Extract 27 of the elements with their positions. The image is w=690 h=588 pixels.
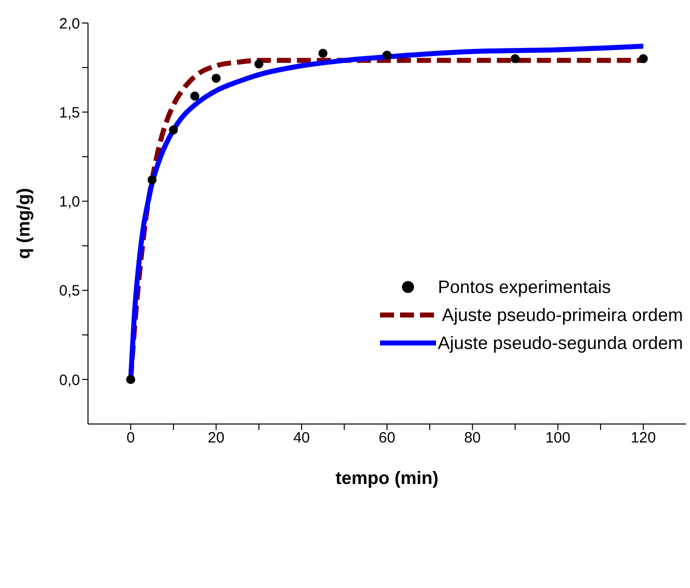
- y-tick-label: 1,0: [59, 194, 80, 211]
- x-tick-label: 100: [545, 430, 570, 447]
- x-axis-title: tempo (min): [336, 468, 438, 488]
- x-tick-label: 120: [630, 430, 656, 447]
- x-tick-label: 40: [293, 430, 310, 447]
- point: [190, 92, 200, 101]
- point: [148, 175, 157, 184]
- y-axis-title: q (mg/g): [13, 188, 34, 259]
- point: [212, 74, 221, 83]
- x-tick-label: 20: [208, 430, 224, 447]
- point: [168, 125, 178, 134]
- y-tick-label: 0,5: [59, 282, 80, 300]
- y-tick-label: 0,0: [59, 372, 80, 389]
- x-tick-label: 60: [378, 430, 396, 447]
- legend-label: Ajuste pseudo-primeira ordem: [440, 304, 683, 326]
- x-tick-label: 0: [126, 430, 135, 447]
- y-tick-label: 2,0: [59, 15, 80, 32]
- legend-label: Ajuste pseudo-segunda ordem: [438, 332, 683, 354]
- point: [382, 50, 392, 60]
- x-tick-label: 80: [464, 430, 481, 447]
- legend-label: Pontos experimentais: [438, 276, 611, 298]
- point: [126, 374, 136, 384]
- point: [638, 54, 648, 64]
- point: [318, 48, 328, 58]
- point: [254, 59, 264, 68]
- point: [510, 54, 520, 64]
- y-tick-label: 1,5: [59, 104, 80, 122]
